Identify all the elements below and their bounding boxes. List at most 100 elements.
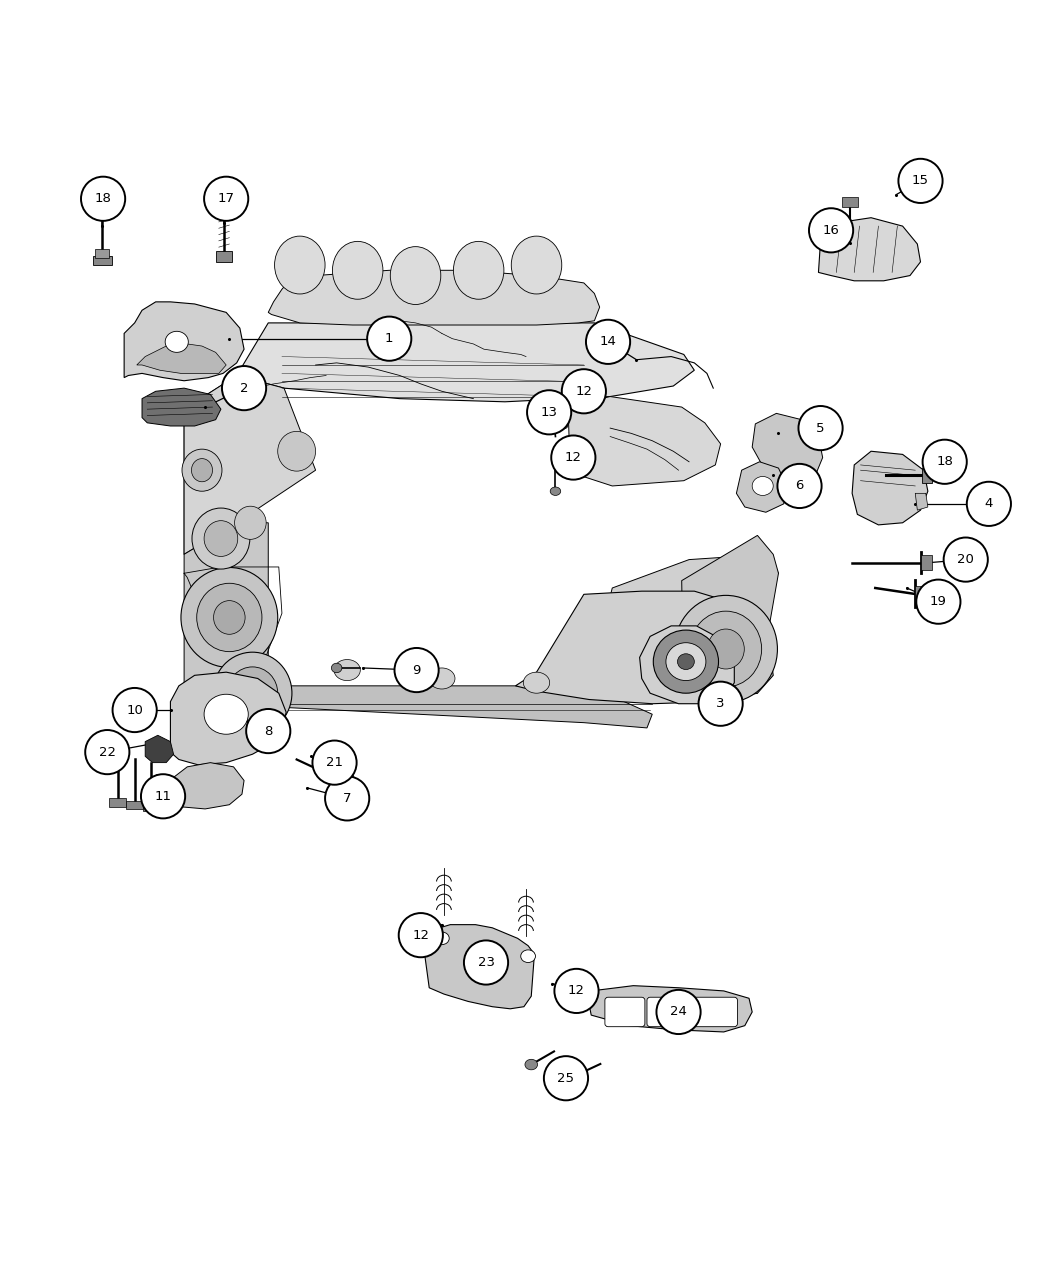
- Text: 2: 2: [240, 382, 248, 395]
- Polygon shape: [922, 469, 932, 483]
- Polygon shape: [124, 301, 244, 381]
- Circle shape: [916, 580, 960, 623]
- Polygon shape: [174, 762, 244, 808]
- Ellipse shape: [521, 950, 535, 963]
- Text: 3: 3: [716, 697, 725, 710]
- Circle shape: [944, 538, 988, 582]
- Circle shape: [809, 208, 853, 253]
- Polygon shape: [145, 736, 174, 762]
- Polygon shape: [208, 686, 652, 728]
- Circle shape: [798, 406, 843, 451]
- Ellipse shape: [674, 595, 777, 702]
- Circle shape: [527, 391, 571, 434]
- Ellipse shape: [275, 236, 325, 294]
- Polygon shape: [184, 522, 268, 701]
- Text: 11: 11: [155, 789, 171, 803]
- Ellipse shape: [453, 241, 504, 299]
- Circle shape: [544, 1056, 588, 1101]
- FancyBboxPatch shape: [647, 997, 692, 1027]
- Circle shape: [246, 709, 290, 753]
- Ellipse shape: [278, 432, 316, 471]
- Polygon shape: [640, 626, 734, 704]
- Polygon shape: [915, 586, 928, 601]
- Text: 1: 1: [385, 332, 393, 345]
- Polygon shape: [736, 462, 787, 512]
- Ellipse shape: [343, 773, 353, 782]
- Circle shape: [222, 366, 266, 410]
- Text: 12: 12: [575, 384, 592, 397]
- Ellipse shape: [214, 600, 245, 635]
- Circle shape: [464, 940, 508, 985]
- Circle shape: [551, 435, 595, 480]
- Text: 5: 5: [816, 421, 825, 434]
- Circle shape: [777, 464, 822, 508]
- Ellipse shape: [191, 508, 250, 570]
- Polygon shape: [95, 249, 109, 258]
- Ellipse shape: [235, 506, 266, 539]
- Text: 21: 21: [326, 756, 343, 769]
- Circle shape: [923, 439, 967, 484]
- Ellipse shape: [677, 654, 694, 669]
- Ellipse shape: [525, 1060, 538, 1070]
- Ellipse shape: [524, 672, 549, 693]
- Ellipse shape: [429, 668, 454, 690]
- Text: 12: 12: [568, 985, 585, 997]
- Polygon shape: [142, 388, 221, 427]
- FancyBboxPatch shape: [605, 997, 645, 1027]
- Polygon shape: [515, 591, 773, 704]
- Polygon shape: [143, 803, 160, 811]
- Ellipse shape: [558, 420, 568, 429]
- Text: 6: 6: [795, 479, 804, 493]
- Ellipse shape: [653, 630, 719, 693]
- Text: 25: 25: [558, 1071, 574, 1084]
- Ellipse shape: [434, 932, 449, 945]
- Text: 23: 23: [478, 956, 494, 969]
- Polygon shape: [268, 271, 600, 326]
- Ellipse shape: [182, 450, 222, 492]
- Text: 16: 16: [823, 223, 839, 236]
- Polygon shape: [93, 255, 112, 266]
- Ellipse shape: [570, 1070, 583, 1080]
- Text: 8: 8: [264, 724, 272, 738]
- Ellipse shape: [204, 695, 248, 734]
- Polygon shape: [170, 672, 286, 765]
- Text: 22: 22: [99, 746, 116, 759]
- Ellipse shape: [707, 630, 744, 669]
- Polygon shape: [548, 412, 561, 420]
- Circle shape: [113, 688, 157, 732]
- Polygon shape: [216, 252, 232, 262]
- Text: 12: 12: [412, 928, 429, 941]
- Text: 13: 13: [541, 406, 558, 419]
- Ellipse shape: [181, 567, 278, 668]
- Polygon shape: [423, 925, 534, 1009]
- Ellipse shape: [390, 246, 441, 304]
- Polygon shape: [137, 344, 226, 373]
- Ellipse shape: [511, 236, 562, 294]
- Polygon shape: [184, 375, 237, 554]
- Ellipse shape: [197, 584, 262, 651]
- FancyBboxPatch shape: [691, 997, 737, 1027]
- Circle shape: [394, 647, 439, 692]
- Polygon shape: [752, 414, 823, 483]
- Text: 19: 19: [930, 595, 947, 608]
- Polygon shape: [915, 493, 928, 510]
- Circle shape: [898, 158, 943, 203]
- Polygon shape: [126, 801, 143, 808]
- Polygon shape: [818, 217, 920, 281]
- Text: 12: 12: [565, 451, 582, 464]
- Circle shape: [367, 317, 411, 361]
- Circle shape: [81, 176, 125, 221]
- Text: 7: 7: [343, 792, 351, 805]
- Text: 20: 20: [957, 553, 974, 566]
- Polygon shape: [589, 986, 752, 1032]
- Circle shape: [399, 913, 443, 958]
- Circle shape: [699, 682, 743, 725]
- Polygon shape: [109, 798, 126, 807]
- Circle shape: [325, 776, 369, 821]
- Circle shape: [141, 774, 185, 819]
- Text: 15: 15: [912, 175, 929, 188]
- Polygon shape: [842, 197, 858, 207]
- Ellipse shape: [165, 331, 188, 352]
- Polygon shape: [920, 555, 932, 570]
- Circle shape: [967, 481, 1011, 526]
